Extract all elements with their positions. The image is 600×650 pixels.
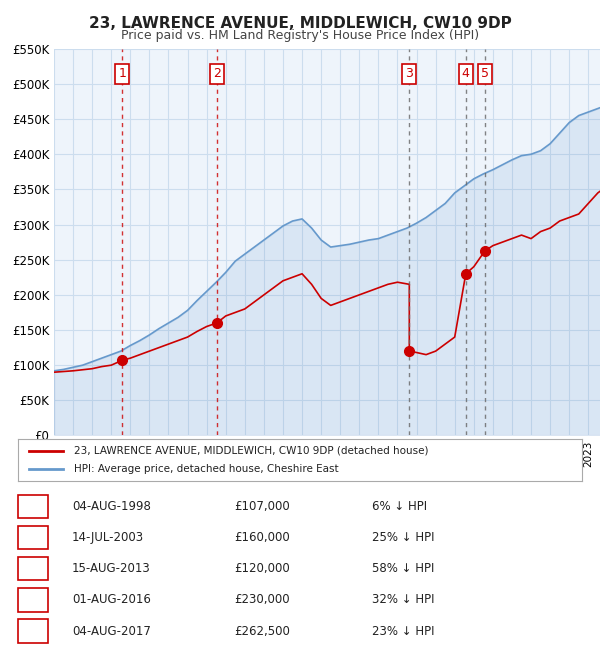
Text: 58% ↓ HPI: 58% ↓ HPI [372, 562, 434, 575]
Text: 6% ↓ HPI: 6% ↓ HPI [372, 500, 427, 513]
Text: Price paid vs. HM Land Registry's House Price Index (HPI): Price paid vs. HM Land Registry's House … [121, 29, 479, 42]
Text: £160,000: £160,000 [234, 531, 290, 544]
Text: 25% ↓ HPI: 25% ↓ HPI [372, 531, 434, 544]
Text: 01-AUG-2016: 01-AUG-2016 [72, 593, 151, 606]
Text: 1: 1 [118, 68, 126, 81]
Text: 5: 5 [481, 68, 489, 81]
Text: £230,000: £230,000 [234, 593, 290, 606]
Text: 23% ↓ HPI: 23% ↓ HPI [372, 625, 434, 638]
Text: 2: 2 [29, 531, 37, 544]
Text: 3: 3 [29, 562, 37, 575]
Text: 23, LAWRENCE AVENUE, MIDDLEWICH, CW10 9DP: 23, LAWRENCE AVENUE, MIDDLEWICH, CW10 9D… [89, 16, 511, 31]
Text: £107,000: £107,000 [234, 500, 290, 513]
Text: HPI: Average price, detached house, Cheshire East: HPI: Average price, detached house, Ches… [74, 464, 339, 474]
Text: 2: 2 [213, 68, 221, 81]
Text: 3: 3 [406, 68, 413, 81]
Text: 5: 5 [29, 625, 37, 638]
Text: 04-AUG-1998: 04-AUG-1998 [72, 500, 151, 513]
Text: 15-AUG-2013: 15-AUG-2013 [72, 562, 151, 575]
Text: 4: 4 [462, 68, 470, 81]
Text: 32% ↓ HPI: 32% ↓ HPI [372, 593, 434, 606]
Text: 04-AUG-2017: 04-AUG-2017 [72, 625, 151, 638]
Text: £120,000: £120,000 [234, 562, 290, 575]
Text: 23, LAWRENCE AVENUE, MIDDLEWICH, CW10 9DP (detached house): 23, LAWRENCE AVENUE, MIDDLEWICH, CW10 9D… [74, 446, 429, 456]
Text: 4: 4 [29, 593, 37, 606]
Text: 1: 1 [29, 500, 37, 513]
Text: £262,500: £262,500 [234, 625, 290, 638]
Text: 14-JUL-2003: 14-JUL-2003 [72, 531, 144, 544]
